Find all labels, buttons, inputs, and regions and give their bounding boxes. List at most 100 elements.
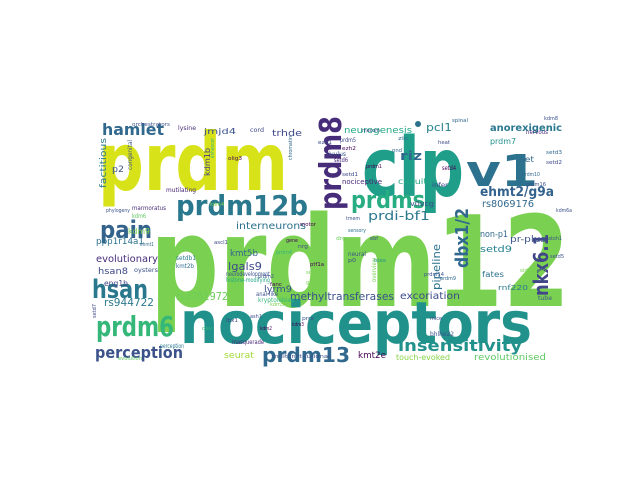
cloud-word: motor (300, 222, 317, 228)
cloud-word: drg (336, 236, 346, 242)
cloud-word: ppp1r14a1 (96, 237, 144, 247)
cloud-word: multiinstitutional (272, 354, 330, 360)
cloud-word: nervous (526, 129, 548, 136)
cloud-word: oysters (134, 267, 158, 274)
cloud-word: orchestrators (132, 122, 170, 128)
cloud-word: kmt2b (176, 263, 194, 270)
cloud-word: kdm2 (260, 326, 272, 332)
cloud-word: kdm6a (556, 208, 572, 214)
cloud-word: prdm14 (424, 272, 444, 278)
cloud-word: ash1 (250, 314, 262, 320)
cloud-word: kryptolebias (258, 297, 294, 304)
cloud-word: perception (160, 343, 184, 350)
cloud-word: prdm6 (96, 310, 174, 343)
cloud-word: chromatin (288, 136, 294, 160)
cloud-word: p2 (112, 165, 124, 175)
cloud-word: fanc (270, 282, 282, 288)
cloud-word: olig3 (228, 156, 242, 162)
cloud-word: setd4 (442, 165, 456, 172)
cloud-word: prdm12 (150, 189, 570, 336)
cloud-word: p0 (348, 258, 356, 264)
cloud-word: heat (438, 140, 450, 146)
cloud-word: sensory (348, 228, 366, 234)
cloud-word: seurat (224, 351, 254, 361)
cloud-word: rivulus (326, 151, 346, 158)
cloud-word: prdi-bf1 (368, 209, 430, 223)
cloud-word: nociceptors (180, 289, 532, 357)
cloud-word: factitious (99, 138, 109, 188)
cloud-word: rs3751972 (176, 290, 228, 303)
cloud-word: ehmt1 (140, 242, 154, 248)
cloud-word: kdm1b (203, 148, 212, 176)
cloud-word: spinal (452, 118, 468, 124)
cloud-word: ezh1 (318, 140, 332, 146)
cloud-word: insensitivity (398, 336, 523, 355)
cloud-word: methyltransferases (290, 290, 394, 303)
cloud-word: tmem (346, 216, 360, 222)
cloud-word: rs944722 (104, 296, 154, 309)
cloud-word: setd6 (334, 157, 348, 164)
cloud-word: prdm (98, 116, 288, 209)
cloud-word: setd7 (92, 304, 98, 318)
cloud-word: phylogeny (106, 208, 130, 214)
cloud-word: set (520, 155, 534, 164)
cloud-word: excoriation (400, 291, 460, 302)
cloud-word: sox21 (306, 270, 322, 276)
cloud-word: setdb1 (176, 255, 196, 262)
cloud-word: prdm4 (276, 250, 292, 256)
dot-mark (415, 121, 421, 127)
cloud-word: histone-modifying (226, 277, 270, 284)
cloud-word: setd1 (342, 172, 358, 178)
cloud-word: lysine (178, 125, 196, 132)
cloud-word: nrg (298, 244, 308, 250)
cloud-word: kdm9 (128, 227, 150, 236)
cloud-word: infer (432, 182, 449, 189)
cloud-word: pain (100, 216, 152, 244)
cloud-word: nociceptive (342, 178, 382, 186)
cloud-word: riz (400, 149, 422, 163)
cloud-word: prdm7 (490, 137, 516, 146)
cloud-word: setd9 (480, 245, 512, 255)
cloud-word: ebf (370, 236, 378, 242)
cloud-word: pcl1 (426, 121, 452, 134)
cloud-word: bhlhe22 (430, 331, 454, 338)
cloud-word: interneurons (236, 221, 306, 232)
cloud-word: v1 (466, 146, 538, 197)
cloud-word: setd3 (546, 150, 562, 156)
cloud-word: prdm16 (526, 182, 546, 188)
cloud-word: hsan8 (98, 267, 128, 277)
cloud-word: clp (362, 121, 464, 216)
cloud-word: pnd (392, 148, 402, 154)
cloud-word: sidechain (520, 268, 546, 274)
cloud-word: kdm5 (270, 302, 284, 308)
cloud-word: rs8069176 (482, 199, 534, 210)
cloud-word: kdm4 (210, 202, 224, 208)
cloud-word: prrx (302, 316, 314, 322)
cloud-word: prdm1 (366, 164, 382, 170)
cloud-word: mice (430, 316, 442, 322)
cloud-word: kmt2e (358, 351, 386, 361)
cloud-word: lyrm9 (264, 285, 292, 295)
cloud-word: jmjd4 (203, 127, 236, 136)
cloud-word: hsan (92, 275, 148, 305)
cloud-word: circuits (398, 177, 432, 186)
cloud-word: pr-plus (510, 235, 546, 245)
cloud-word: prdm2 (258, 274, 274, 280)
cloud-word: anorexigenic (490, 123, 562, 134)
cloud-word: kmt5b (230, 249, 258, 259)
cloud-word: zic (398, 136, 408, 142)
cloud-word: kdm8 (544, 116, 558, 122)
cloud-word: congenital (127, 140, 134, 170)
cloud-word: masquerade (232, 339, 264, 346)
cloud-word: prdm12b (176, 189, 308, 222)
cloud-word: lbx1 (226, 318, 238, 324)
cloud-word: ehmt2/g9a (480, 185, 554, 200)
cloud-word: cord (250, 127, 264, 134)
cloud-word: marmoratus (132, 205, 166, 212)
cloud-word: evolutionary (96, 254, 158, 265)
cloud-word: setd5 (550, 254, 564, 260)
cloud-word: v0vcg (410, 200, 434, 208)
cloud-word: rnf220 (498, 284, 528, 292)
cloud-word: tube (538, 295, 552, 302)
